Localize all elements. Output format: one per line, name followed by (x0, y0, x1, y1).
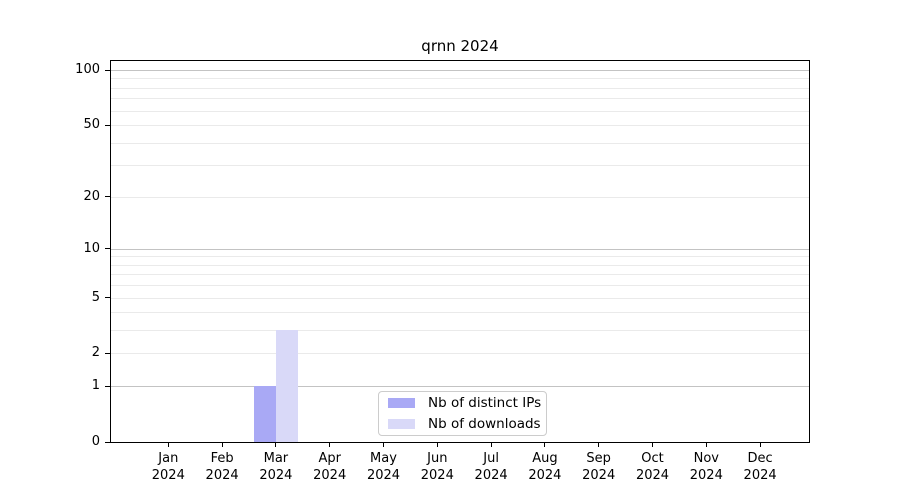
x-tick-mark (705, 443, 707, 447)
legend-item: Nb of downloads (388, 417, 541, 431)
x-tick-month: Nov (693, 451, 719, 466)
gridline-minor (111, 312, 809, 314)
y-tick-mark (105, 69, 110, 71)
x-tick-mark (221, 443, 223, 447)
gridline-major (111, 70, 809, 71)
y-axis-tick-label: 50 (83, 117, 100, 133)
x-tick-year: 2024 (474, 467, 508, 483)
gridline-major (111, 386, 809, 388)
gridline-minor (111, 125, 809, 127)
x-axis-tick-label: Aug 2024 (513, 451, 577, 484)
y-tick-mark (105, 297, 110, 299)
y-tick-mark (105, 196, 110, 198)
x-tick-year: 2024 (689, 467, 723, 483)
x-axis-tick-label: Jul 2024 (459, 451, 523, 484)
x-axis-tick-label: Mar 2024 (244, 451, 308, 484)
x-tick-year: 2024 (420, 467, 454, 483)
y-axis-tick-label: 10 (83, 240, 100, 256)
gridline-major (111, 248, 809, 250)
x-tick-month: Apr (318, 451, 341, 466)
gridline-minor (111, 256, 809, 258)
y-axis-tick-label: 2 (91, 345, 100, 361)
y-tick-mark (105, 124, 110, 126)
gridline-minor (111, 297, 809, 299)
y-tick-mark (105, 352, 110, 354)
gridline-minor (111, 353, 809, 355)
x-tick-mark (544, 443, 546, 447)
gridline-minor (111, 87, 809, 89)
y-tick-mark (105, 441, 110, 443)
y-tick-mark (105, 248, 110, 250)
x-tick-month: Jun (427, 451, 448, 466)
x-tick-month: Jul (483, 451, 499, 466)
x-tick-year: 2024 (582, 467, 616, 483)
x-axis-tick-label: Sep 2024 (567, 451, 631, 484)
bar-distinct-ips-mar (253, 386, 276, 442)
x-tick-mark (652, 443, 653, 447)
gridline-minor (111, 98, 809, 100)
x-tick-year: 2024 (205, 467, 239, 483)
x-tick-month: May (370, 451, 397, 466)
chart-title: qrnn 2024 (421, 37, 499, 55)
x-tick-month: Mar (263, 451, 289, 466)
x-axis-tick-label: Jun 2024 (405, 451, 469, 484)
x-tick-mark (167, 443, 169, 447)
gridline-minor (111, 165, 809, 167)
x-tick-mark (383, 443, 384, 447)
legend-label: Nb of distinct IPs (428, 395, 542, 411)
gridline-minor (111, 142, 809, 144)
x-tick-mark (275, 443, 277, 447)
gridline-minor (111, 78, 809, 80)
x-tick-mark (436, 443, 438, 447)
x-axis-tick-label: Dec 2024 (728, 451, 792, 484)
x-tick-year: 2024 (528, 467, 562, 483)
y-axis-tick-label: 0 (91, 434, 100, 449)
x-axis-tick-label: Jan 2024 (136, 451, 200, 484)
x-tick-year: 2024 (635, 467, 670, 483)
y-axis-tick-label: 20 (83, 188, 100, 204)
plot-area (110, 60, 810, 443)
x-tick-year: 2024 (743, 467, 777, 483)
bar-downloads-mar (275, 330, 298, 442)
y-axis-tick-label: 5 (91, 289, 100, 305)
gridline-minor (111, 330, 809, 332)
x-tick-year: 2024 (313, 467, 347, 483)
x-tick-month: Sep (586, 451, 611, 466)
gridline-minor (111, 285, 809, 287)
y-tick-mark (105, 385, 110, 387)
gridline-minor (111, 264, 809, 266)
x-tick-mark (329, 443, 331, 447)
gridline-minor (111, 110, 809, 112)
x-tick-year: 2024 (259, 467, 293, 483)
x-tick-mark (759, 443, 761, 447)
y-axis-tick-label: 100 (75, 62, 100, 77)
x-tick-month: Jan (158, 451, 179, 466)
legend: Nb of distinct IPs Nb of downloads (378, 391, 547, 436)
x-axis-tick-label: Feb 2024 (190, 451, 254, 484)
x-tick-month: Oct (641, 451, 664, 466)
x-axis-tick-label: May 2024 (352, 451, 416, 484)
x-axis-tick-label: Apr 2024 (298, 451, 362, 484)
gridline-minor (111, 274, 809, 276)
legend-swatch-downloads (388, 419, 415, 429)
x-axis-tick-label: Nov 2024 (674, 451, 738, 484)
gridline-minor (111, 196, 809, 198)
x-tick-month: Dec (747, 451, 773, 466)
legend-label: Nb of downloads (428, 416, 541, 432)
x-tick-year: 2024 (151, 467, 185, 483)
x-axis-tick-label: Oct 2024 (621, 451, 685, 484)
x-tick-mark (598, 443, 600, 447)
x-tick-mark (490, 443, 492, 447)
x-tick-year: 2024 (366, 467, 401, 483)
x-tick-month: Feb (210, 451, 234, 466)
legend-item: Nb of distinct IPs (388, 396, 541, 410)
y-axis-tick-label: 1 (91, 378, 100, 394)
legend-swatch-distinct-ips (388, 398, 415, 408)
x-tick-month: Aug (532, 451, 558, 466)
